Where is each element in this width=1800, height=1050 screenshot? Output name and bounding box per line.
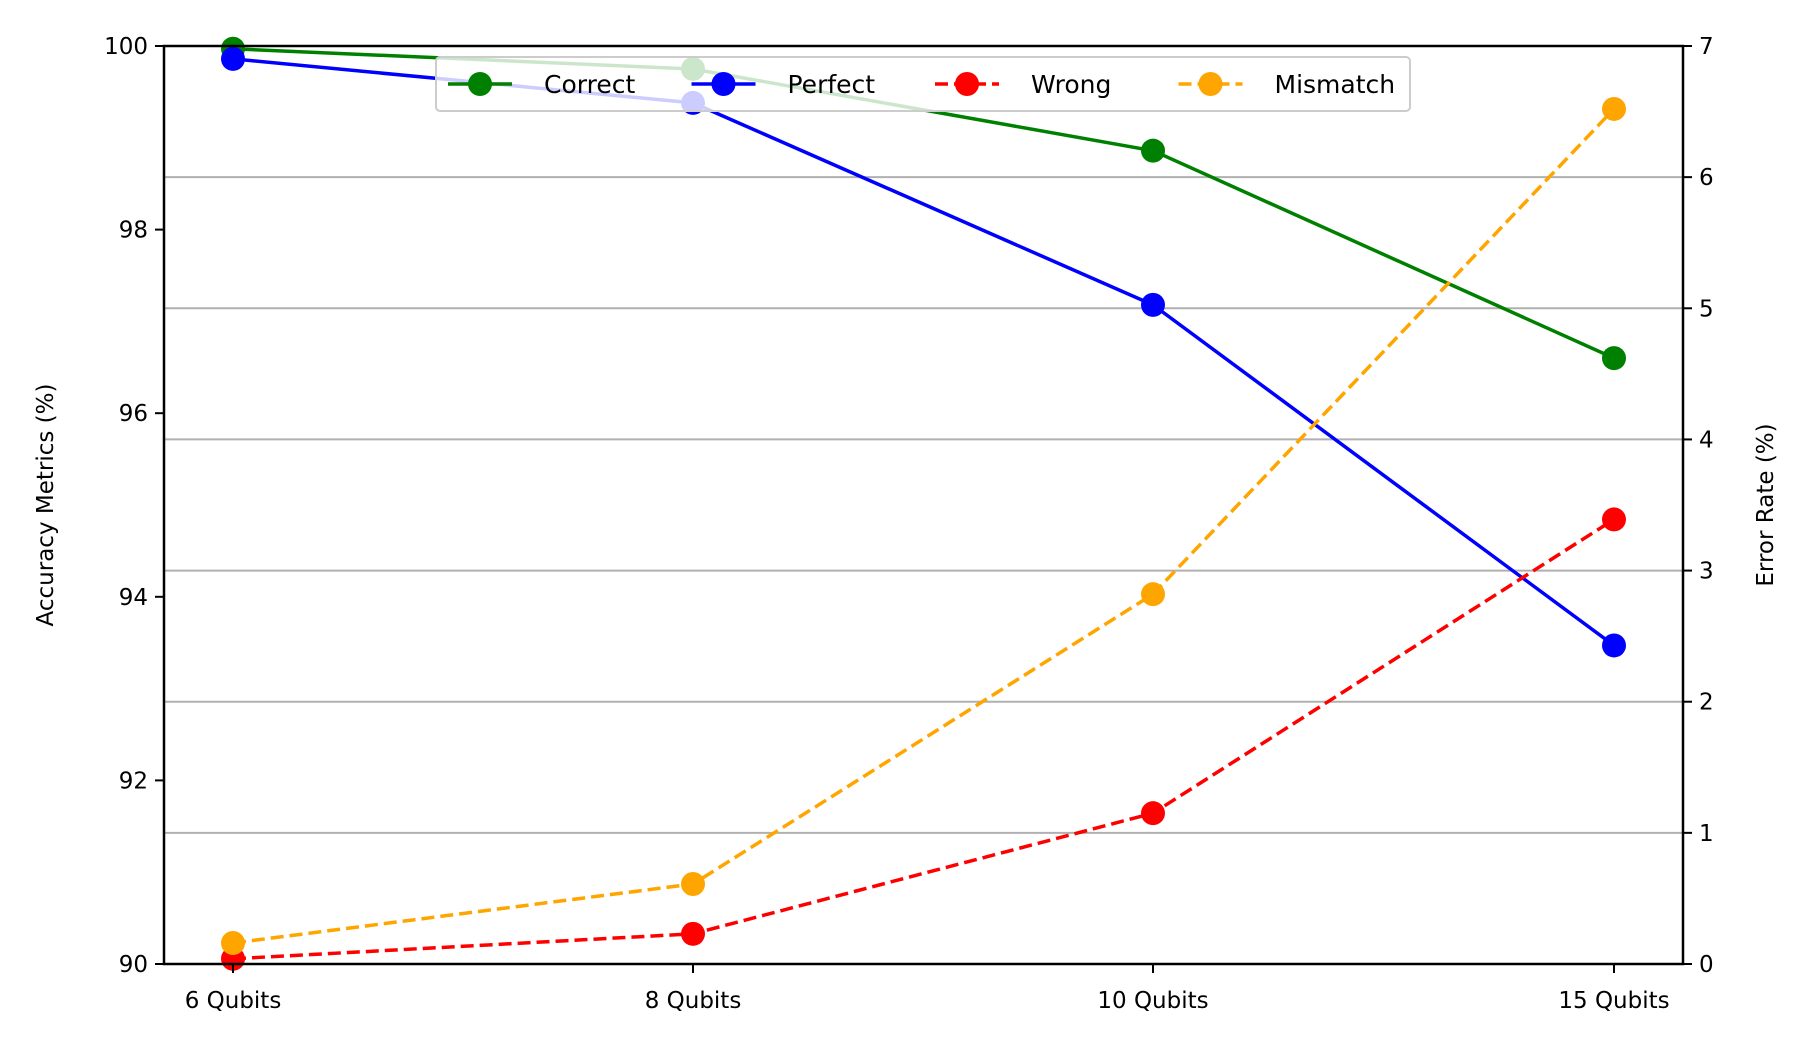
legend-label-correct: Correct xyxy=(544,70,635,99)
data-point-mismatch xyxy=(1602,96,1626,121)
legend-box xyxy=(435,56,1411,112)
legend-label-perfect: Perfect xyxy=(788,70,876,99)
right-tick-label: 2 xyxy=(1699,690,1714,716)
data-point-wrong xyxy=(1141,801,1165,826)
x-tick-label: 10 Qubits xyxy=(1097,988,1208,1014)
right-tick-label: 0 xyxy=(1699,952,1714,978)
right-axis-title: Error Rate (%) xyxy=(1753,423,1779,586)
series-line-wrong xyxy=(232,517,1615,961)
data-point-perfect xyxy=(1602,633,1626,658)
legend: Correct Perfect Wrong Mismatch xyxy=(435,56,1411,112)
left-tick-label: 100 xyxy=(104,34,148,60)
series-line-perfect xyxy=(232,57,1616,647)
right-tick-label: 4 xyxy=(1699,427,1714,453)
right-tick-label: 5 xyxy=(1699,296,1714,322)
x-tick-label: 15 Qubits xyxy=(1558,988,1669,1014)
legend-marker-wrong xyxy=(955,72,979,96)
right-tick-label: 1 xyxy=(1699,821,1714,847)
data-point-correct xyxy=(1602,346,1626,371)
left-axis-title: Accuracy Metrics (%) xyxy=(33,384,59,627)
axes: 90 92 94 96 98 100 0 1 2 3 4 5 6 7 6 Qubits 8 Qubits 10 … xyxy=(33,34,1779,1014)
left-tick-label: 94 xyxy=(119,585,148,611)
legend-marker-correct xyxy=(468,72,492,96)
legend-marker-perfect xyxy=(711,72,736,96)
legend-marker-mismatch xyxy=(1198,72,1223,96)
series-line-mismatch xyxy=(232,107,1616,945)
data-point-correct xyxy=(1141,138,1165,163)
data-point-mismatch xyxy=(221,931,245,956)
left-tick-label: 92 xyxy=(119,768,148,794)
plot-frame xyxy=(162,44,1685,966)
grid-lines xyxy=(164,176,1683,834)
data-point-mismatch xyxy=(681,872,705,897)
left-tick-label: 90 xyxy=(119,952,148,978)
data-point-perfect xyxy=(1141,292,1165,317)
legend-label-mismatch: Mismatch xyxy=(1275,70,1396,99)
data-point-mismatch xyxy=(1141,582,1165,607)
data-point-perfect xyxy=(221,46,245,71)
right-tick-label: 6 xyxy=(1699,165,1714,191)
data-point-wrong xyxy=(1602,507,1626,532)
left-tick-label: 96 xyxy=(119,401,148,427)
x-tick-label: 8 Qubits xyxy=(645,988,742,1014)
left-tick-label: 98 xyxy=(119,218,148,244)
data-point-wrong xyxy=(681,921,705,946)
x-tick-label: 6 Qubits xyxy=(185,988,282,1014)
right-tick-label: 7 xyxy=(1699,34,1714,60)
legend-label-wrong: Wrong xyxy=(1031,70,1111,99)
right-tick-label: 3 xyxy=(1699,559,1714,585)
